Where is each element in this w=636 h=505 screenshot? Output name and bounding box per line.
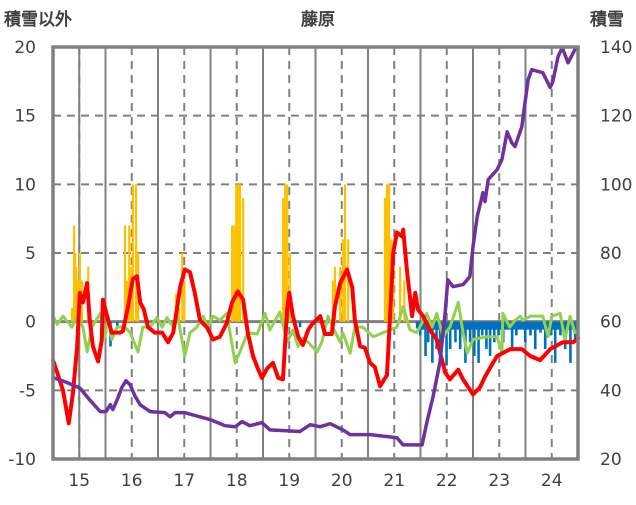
red-series-line — [51, 227, 580, 426]
gridlines — [53, 46, 578, 460]
left-axis-title: 積雪以外 — [4, 9, 72, 30]
x-tick-label: 18 — [226, 471, 248, 491]
snowfall-bar — [333, 266, 337, 322]
left-tick-label: 5 — [25, 244, 36, 264]
snowfall-bar — [131, 184, 134, 322]
snowfall-bar — [286, 184, 289, 322]
right-tick-label: 80 — [600, 244, 622, 264]
negative-bar — [543, 321, 547, 350]
snow-depth-line — [51, 45, 580, 447]
snowfall-bar — [383, 198, 386, 322]
negative-bar — [523, 321, 527, 343]
negative-bar — [477, 321, 480, 363]
x-tick-label: 17 — [173, 471, 195, 491]
snowfall-bar — [284, 184, 287, 322]
negative-bar — [438, 321, 442, 356]
snowfall-bar — [343, 184, 347, 322]
negative-bar — [424, 321, 427, 356]
x-tick-label: 15 — [68, 471, 90, 491]
snowfall-bar — [134, 184, 138, 322]
x-tick-label: 23 — [488, 471, 510, 491]
left-tick-label: -5 — [19, 381, 36, 401]
snowfall-bar — [399, 266, 402, 322]
snowfall-bar — [128, 225, 131, 322]
negative-bar — [553, 321, 557, 363]
negative-bar — [533, 321, 537, 350]
right-tick-label: 20 — [600, 450, 622, 470]
plot-frame — [51, 45, 580, 461]
snowfall-bar — [178, 307, 181, 322]
snowfall-bar — [385, 184, 389, 322]
snowfall-bar — [236, 184, 239, 322]
x-tick-label: 19 — [278, 471, 300, 491]
snowfall-bar — [288, 253, 291, 322]
negative-bar — [510, 321, 514, 350]
snowfall-bar — [403, 280, 406, 322]
x-tick-label: 20 — [331, 471, 353, 491]
snowfall-bar — [183, 280, 186, 322]
right-tick-label: 60 — [600, 313, 622, 333]
snowfall-bar — [123, 225, 127, 322]
x-tick-label: 21 — [383, 471, 405, 491]
negative-bar-band — [417, 321, 578, 330]
snowfall-bar — [75, 266, 78, 322]
snowfall-bar — [235, 184, 238, 322]
negative-bar — [448, 321, 452, 350]
negative-bar — [454, 321, 457, 343]
plot-border — [51, 45, 580, 461]
negative-bar — [445, 321, 448, 366]
x-tick-label: 22 — [436, 471, 458, 491]
negative-bar — [458, 321, 462, 350]
negative-bar — [415, 321, 419, 329]
snowfall-bar — [231, 225, 234, 322]
snowfall-bar — [281, 198, 285, 322]
x-tick-label: 16 — [121, 471, 143, 491]
right-tick-label: 40 — [600, 381, 622, 401]
tick-labels: -10 20 -5 40 0 60 5 80 10 100 15 120 20 140 15 16 17 18 19… — [8, 38, 632, 491]
negative-bar — [431, 321, 434, 363]
negative-bar — [426, 321, 430, 343]
snowfall-bar — [238, 184, 242, 322]
right-axis-title: 積雪 — [590, 9, 624, 30]
series-lines — [51, 45, 580, 447]
negative-bar — [488, 321, 492, 356]
negative-bar — [298, 321, 302, 328]
right-tick-label: 100 — [600, 175, 632, 195]
snowfall-bar — [388, 184, 391, 322]
snowfall-bar — [70, 307, 74, 322]
left-tick-label: 0 — [25, 313, 36, 333]
left-tick-label: 20 — [14, 38, 36, 58]
snowfall-bar — [233, 225, 236, 322]
negative-bar — [493, 321, 496, 343]
x-tick-label: 24 — [541, 471, 563, 491]
snowfall-bar — [78, 253, 81, 322]
chart-title: 藤原 — [301, 10, 335, 30]
left-tick-label: 15 — [14, 107, 36, 127]
negative-bar — [435, 321, 438, 350]
snowfall-bar — [242, 198, 245, 322]
snowfall-bar — [331, 280, 335, 322]
right-tick-label: 120 — [600, 107, 632, 127]
left-tick-label: 10 — [14, 175, 36, 195]
snowfall-bar — [339, 266, 342, 322]
right-tick-label: 140 — [600, 38, 632, 58]
negative-bar — [116, 321, 119, 326]
snowfall-bar — [181, 253, 184, 322]
left-tick-label: -10 — [8, 450, 36, 470]
negative-bar — [468, 321, 472, 343]
